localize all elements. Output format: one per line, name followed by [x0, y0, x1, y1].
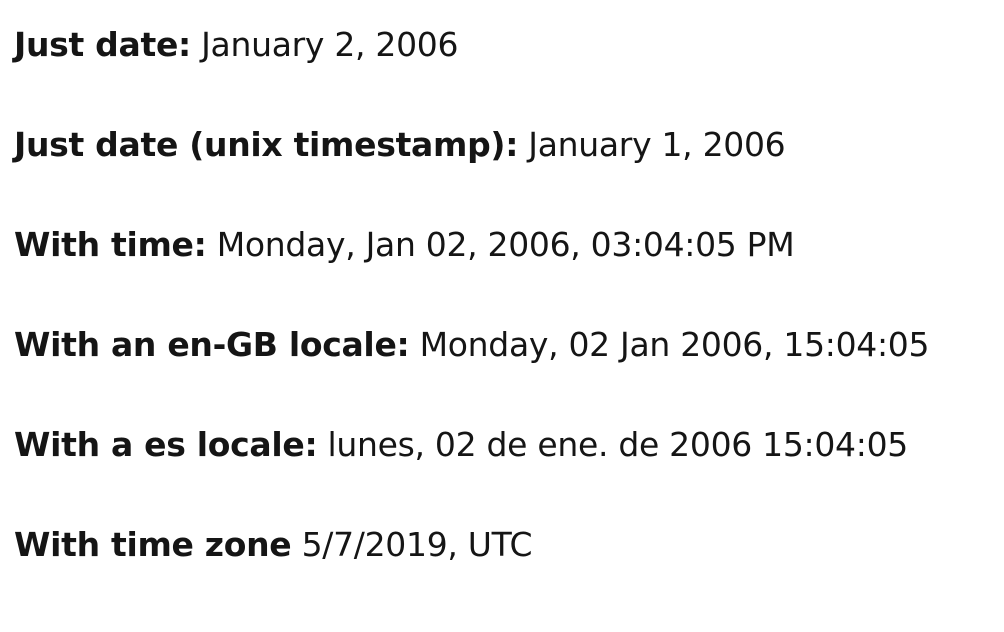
date-row-time-zone: With time zone 5/7/2019, UTC [14, 520, 929, 620]
row-label: Just date (unix timestamp): [14, 125, 519, 164]
row-label: With a es locale: [14, 425, 318, 464]
row-label: With time: [14, 225, 207, 264]
row-value: January 2, 2006 [201, 25, 459, 64]
date-row-en-gb-locale: With an en-GB locale: Monday, 02 Jan 200… [14, 320, 930, 420]
date-row-unix-timestamp: Just date (unix timestamp): January 1, 2… [14, 120, 929, 220]
row-value: 5/7/2019, UTC [301, 525, 533, 564]
date-row-with-time: With time: Monday, Jan 02, 2006, 03:04:0… [14, 220, 929, 320]
row-label: Just date: [14, 25, 191, 64]
row-value: January 1, 2006 [528, 125, 786, 164]
date-row-just-date: Just date: January 2, 2006 [14, 20, 929, 120]
row-value: Monday, Jan 02, 2006, 03:04:05 PM [216, 225, 795, 264]
date-row-es-locale: With a es locale: lunes, 02 de ene. de 2… [14, 420, 929, 520]
row-value: lunes, 02 de ene. de 2006 15:04:05 [327, 425, 909, 464]
date-format-list: Just date: January 2, 2006 Just date (un… [14, 20, 930, 620]
row-label: With an en-GB locale: [14, 325, 410, 364]
row-value: Monday, 02 Jan 2006, 15:04:05 [419, 325, 930, 364]
row-label: With time zone [14, 525, 292, 564]
